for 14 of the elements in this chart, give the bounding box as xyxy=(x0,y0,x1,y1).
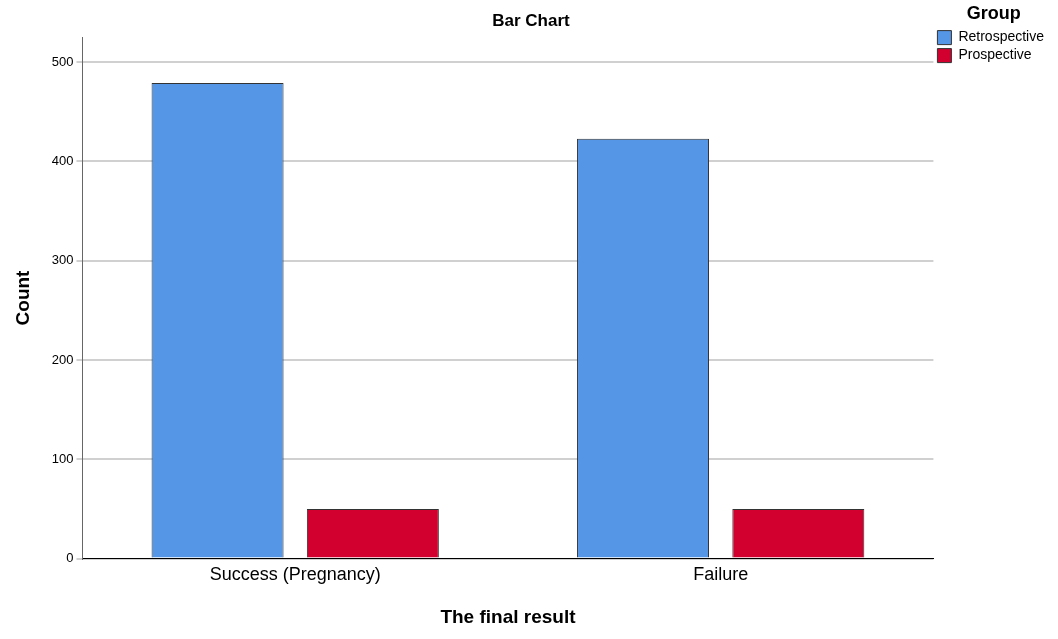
x-tick-label: Failure xyxy=(693,564,749,585)
chart-title: Bar Chart xyxy=(492,10,571,30)
y-tick-label: 200 xyxy=(51,351,74,367)
y-axis-title: Count xyxy=(11,269,33,326)
legend-label: Retrospective xyxy=(958,28,1045,45)
legend-label: Prospective xyxy=(958,46,1032,63)
x-tick-label: Success (Pregnancy) xyxy=(209,564,381,585)
y-tick-label: 500 xyxy=(51,53,74,69)
y-tick-label: 0 xyxy=(66,550,74,566)
x-axis-title: The final result xyxy=(440,605,577,627)
y-tick-label: 300 xyxy=(51,252,74,268)
legend-title: Group xyxy=(966,2,1021,23)
y-tick-label: 400 xyxy=(51,153,74,169)
y-tick-label: 100 xyxy=(51,450,74,466)
